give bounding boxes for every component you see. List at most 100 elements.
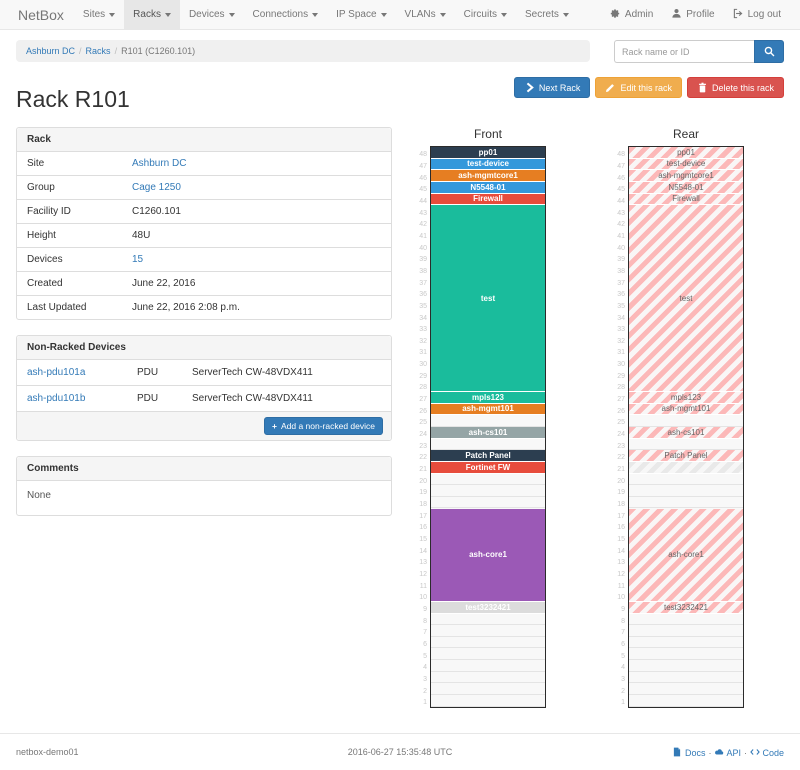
rack-unit-number: 44 [617, 197, 625, 205]
breadcrumb-item: R101 (C1260.101) [121, 46, 196, 56]
rack-unit-number: 20 [617, 477, 625, 485]
empty-rack-unit [431, 648, 545, 660]
rack-unit-number: 38 [419, 267, 427, 275]
empty-rack-unit [629, 624, 743, 637]
nav-item-label: Sites [82, 9, 106, 20]
nav-item-circuits[interactable]: Circuits [455, 0, 516, 29]
empty-rack-unit [431, 496, 545, 509]
nav-item-connections[interactable]: Connections [244, 0, 328, 29]
rack-unit-number: 45 [419, 186, 427, 194]
edit-rack-button[interactable]: Edit this rack [595, 77, 682, 98]
nav-item-label: Circuits [463, 9, 497, 20]
rack-unit-number: 24 [617, 431, 625, 439]
rack-device-ash-mgmtcore1[interactable]: ash-mgmtcore1 [431, 170, 545, 182]
attribute-value-link[interactable]: Cage 1250 [132, 182, 181, 193]
rack-device-fortinet-fw[interactable]: Fortinet FW [431, 462, 545, 474]
nav-item-admin[interactable]: Admin [601, 0, 662, 29]
rack-device-firewall[interactable]: Firewall [431, 193, 545, 206]
rack-unit-number: 22 [617, 454, 625, 462]
rack-device-test[interactable]: test [431, 205, 545, 392]
rack-device-pp01: pp01 [629, 147, 743, 159]
rack-unit-number: 5 [621, 652, 625, 660]
rack-unit-number: 24 [419, 431, 427, 439]
profile-icon [671, 8, 682, 22]
rack-unit-number: 19 [419, 489, 427, 497]
rack-device-mpls123[interactable]: mpls123 [431, 392, 545, 404]
nav-item-label: Secrets [525, 9, 559, 20]
nav-item-devices[interactable]: Devices [180, 0, 244, 29]
rack-unit-number: 42 [419, 221, 427, 229]
rack-unit-number: 6 [621, 640, 625, 648]
rack-device-test3232421[interactable]: test3232421 [431, 602, 545, 614]
plus-icon: + [272, 421, 277, 431]
breadcrumb-item[interactable]: Racks [85, 46, 111, 56]
rack-device-patch-panel[interactable]: Patch Panel [431, 450, 545, 462]
rack-device-n5548-01[interactable]: N5548-01 [431, 182, 545, 194]
rack-unit-number: 15 [617, 535, 625, 543]
nav-item-sites[interactable]: Sites [74, 0, 124, 29]
search-input[interactable] [614, 40, 754, 63]
nav-item-label: Devices [188, 9, 225, 20]
attribute-value: Ashburn DC [132, 158, 186, 169]
device-name-link[interactable]: ash-pdu101b [27, 393, 86, 404]
rack-unit-number: 36 [617, 291, 625, 299]
delete-rack-button[interactable]: Delete this rack [686, 77, 784, 98]
breadcrumb-item[interactable]: Ashburn DC [26, 46, 76, 56]
rack-device-ash-mgmt101: ash-mgmt101 [629, 403, 743, 416]
rack-unit-number: 34 [419, 314, 427, 322]
rack-unit-number: 17 [419, 512, 427, 520]
device-name-link[interactable]: ash-pdu101a [27, 367, 86, 378]
attribute-value-link[interactable]: Ashburn DC [132, 158, 187, 169]
empty-rack-unit [629, 659, 743, 672]
rack-attribute-row: Site Ashburn DC [17, 152, 391, 175]
nav-item-vlans[interactable]: VLANs [396, 0, 455, 29]
rack-device-ash-cs101[interactable]: ash-cs101 [431, 427, 545, 439]
front-rack-unit-numbers: 48 47 46 45 44 43 42 41 40 39 38 37 36 35 34 33 32 31 30 29… [413, 149, 427, 711]
empty-rack-unit [431, 694, 545, 707]
rack-device-test-device[interactable]: test-device [431, 158, 545, 171]
add-non-racked-device-label: Add a non-racked device [280, 421, 375, 431]
nav-item-ip-space[interactable]: IP Space [327, 0, 395, 29]
page-footer: netbox-demo01 2016-06-27 15:35:48 UTC Do… [0, 733, 800, 770]
chevron-down-icon [164, 12, 171, 17]
nav-item-racks[interactable]: Racks [124, 0, 180, 29]
rack-unit-number: 4 [621, 664, 625, 672]
add-non-racked-device-button[interactable]: + Add a non-racked device [264, 417, 383, 435]
rack-unit-number: 18 [419, 501, 427, 509]
rack-unit-number: 23 [617, 442, 625, 450]
front-elevation-title: Front [473, 127, 502, 141]
nav-item-log-out[interactable]: Log out [724, 0, 790, 29]
empty-rack-unit [629, 496, 743, 509]
attribute-value-link[interactable]: 15 [132, 254, 144, 265]
rack-device-ash-cs101: ash-cs101 [629, 427, 743, 439]
chevron-down-icon [380, 12, 387, 17]
nav-item-label: Admin [624, 9, 654, 20]
nav-item-secrets[interactable]: Secrets [516, 0, 578, 29]
rack-device-pp01[interactable]: pp01 [431, 147, 545, 159]
empty-rack-unit [431, 485, 545, 497]
rack-device-test: test [629, 205, 743, 392]
rack-unit-number: 35 [617, 302, 625, 310]
attribute-label: Site [27, 158, 45, 169]
rear-rack-elevation: pp01 test-device ash-mgmtcore1 N5548-01 Fire… [628, 146, 744, 708]
rack-unit-number: 25 [419, 419, 427, 427]
app-brand[interactable]: NetBox [18, 6, 64, 23]
page-title: Rack R101 [16, 86, 130, 112]
rack-unit-number: 33 [617, 326, 625, 334]
attribute-label: Devices [27, 254, 63, 265]
empty-rack-unit [431, 613, 545, 625]
attribute-label: Last Updated [27, 302, 87, 313]
attribute-value: 48U [132, 230, 151, 241]
rack-unit-number: 2 [423, 687, 427, 695]
next-rack-button[interactable]: Next Rack [513, 77, 591, 98]
rack-unit-number: 39 [419, 256, 427, 264]
delete-rack-label: Delete this rack [711, 82, 774, 93]
rack-unit-number: 9 [423, 605, 427, 613]
nav-item-profile[interactable]: Profile [662, 0, 723, 29]
rack-device-ash-core1[interactable]: ash-core1 [431, 508, 545, 602]
rack-device-ash-mgmt101[interactable]: ash-mgmt101 [431, 403, 545, 416]
rack-device-ash-core1: ash-core1 [629, 508, 743, 602]
search-button[interactable] [754, 40, 784, 63]
rack-unit-number: 44 [419, 197, 427, 205]
rack-unit-number: 20 [419, 477, 427, 485]
